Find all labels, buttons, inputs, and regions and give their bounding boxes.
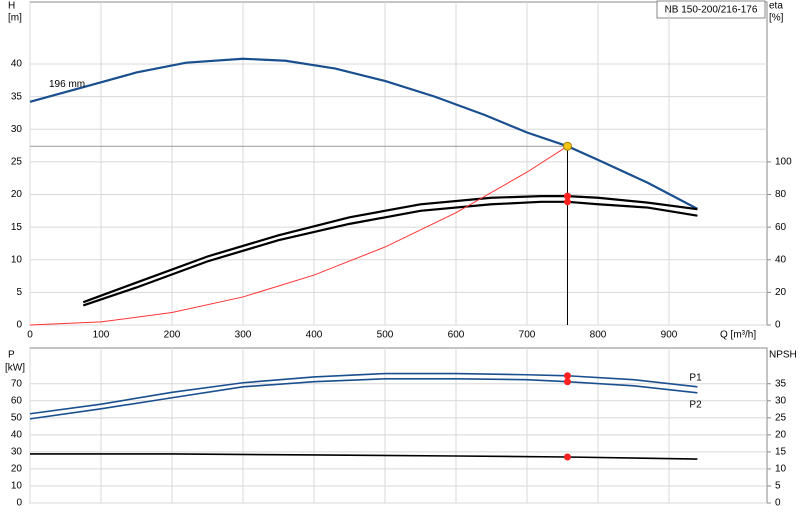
series-line bbox=[29, 372, 698, 415]
duty-marker bbox=[563, 378, 571, 386]
y2-tick-label: 40 bbox=[775, 254, 787, 265]
duty-marker bbox=[563, 372, 571, 380]
y-tick-label: 70 bbox=[11, 378, 23, 389]
y-axis-unit: [kW] bbox=[5, 363, 25, 374]
chart-title: NB 150-200/216-176 bbox=[665, 5, 758, 16]
y-tick-label: 5 bbox=[16, 287, 22, 298]
x-tick-label: 600 bbox=[448, 330, 465, 341]
duty-marker bbox=[563, 192, 571, 200]
y2-tick-label: 25 bbox=[775, 412, 787, 423]
plot-frame bbox=[29, 347, 768, 504]
y-tick-label: 10 bbox=[11, 481, 23, 492]
duty-point bbox=[562, 141, 572, 151]
x-tick-label: 100 bbox=[93, 330, 110, 341]
x-tick-label: 0 bbox=[27, 330, 33, 341]
y2-tick-label: 60 bbox=[775, 222, 787, 233]
x-tick-label: 800 bbox=[590, 330, 607, 341]
x-axis-label: Q [m³/h] bbox=[720, 330, 756, 341]
y-tick-label: 35 bbox=[11, 91, 23, 102]
y-tick-label: 10 bbox=[11, 254, 23, 265]
y-axis-label: H bbox=[8, 1, 15, 12]
y-tick-label: 0 bbox=[16, 498, 22, 509]
y2-tick-label: 0 bbox=[775, 320, 781, 331]
y2-axis-unit: [%] bbox=[769, 13, 784, 24]
y2-tick-label: 20 bbox=[775, 430, 787, 441]
x-tick-label: 400 bbox=[306, 330, 323, 341]
duty-marker bbox=[563, 453, 571, 461]
x-tick-label: 200 bbox=[164, 330, 181, 341]
series-label: P1 bbox=[689, 372, 702, 383]
y2-tick-label: 80 bbox=[775, 189, 787, 200]
y-tick-label: 50 bbox=[11, 412, 23, 423]
series-line bbox=[29, 378, 698, 420]
y2-tick-label: 5 bbox=[775, 481, 781, 492]
series-line bbox=[30, 453, 698, 460]
plot-frame bbox=[29, 1, 768, 326]
y-tick-label: 40 bbox=[11, 59, 23, 70]
y2-tick-label: 30 bbox=[775, 395, 787, 406]
series-label: P2 bbox=[689, 399, 702, 410]
y-tick-label: 30 bbox=[11, 447, 23, 458]
duty-marker bbox=[563, 198, 571, 206]
y2-tick-label: 0 bbox=[775, 498, 781, 509]
y-axis-unit: [m] bbox=[8, 13, 22, 24]
x-tick-label: 900 bbox=[661, 330, 678, 341]
x-tick-label: 300 bbox=[235, 330, 252, 341]
y-tick-label: 40 bbox=[11, 430, 23, 441]
series-line bbox=[82, 200, 698, 307]
x-tick-label: 500 bbox=[377, 330, 394, 341]
series-line bbox=[29, 57, 698, 210]
y2-tick-label: 35 bbox=[775, 378, 787, 389]
series-label: 196 mm bbox=[49, 79, 85, 90]
y-tick-label: 60 bbox=[11, 395, 23, 406]
y2-axis-label: NPSH bbox=[769, 350, 797, 361]
y-tick-label: 25 bbox=[11, 157, 23, 168]
y-axis-label: P bbox=[8, 350, 15, 361]
y2-axis-label: eta bbox=[769, 1, 783, 12]
y2-tick-label: 100 bbox=[775, 157, 792, 168]
y-tick-label: 20 bbox=[11, 189, 23, 200]
y-tick-label: 30 bbox=[11, 124, 23, 135]
y2-tick-label: 15 bbox=[775, 447, 787, 458]
y-tick-label: 15 bbox=[11, 222, 23, 233]
x-tick-label: 700 bbox=[519, 330, 536, 341]
series-line bbox=[29, 145, 568, 326]
y2-tick-label: 20 bbox=[775, 287, 787, 298]
y-tick-label: 20 bbox=[11, 464, 23, 475]
title-box bbox=[656, 0, 766, 19]
series-line bbox=[82, 195, 698, 304]
y2-tick-label: 10 bbox=[775, 464, 787, 475]
y-tick-label: 0 bbox=[16, 320, 22, 331]
